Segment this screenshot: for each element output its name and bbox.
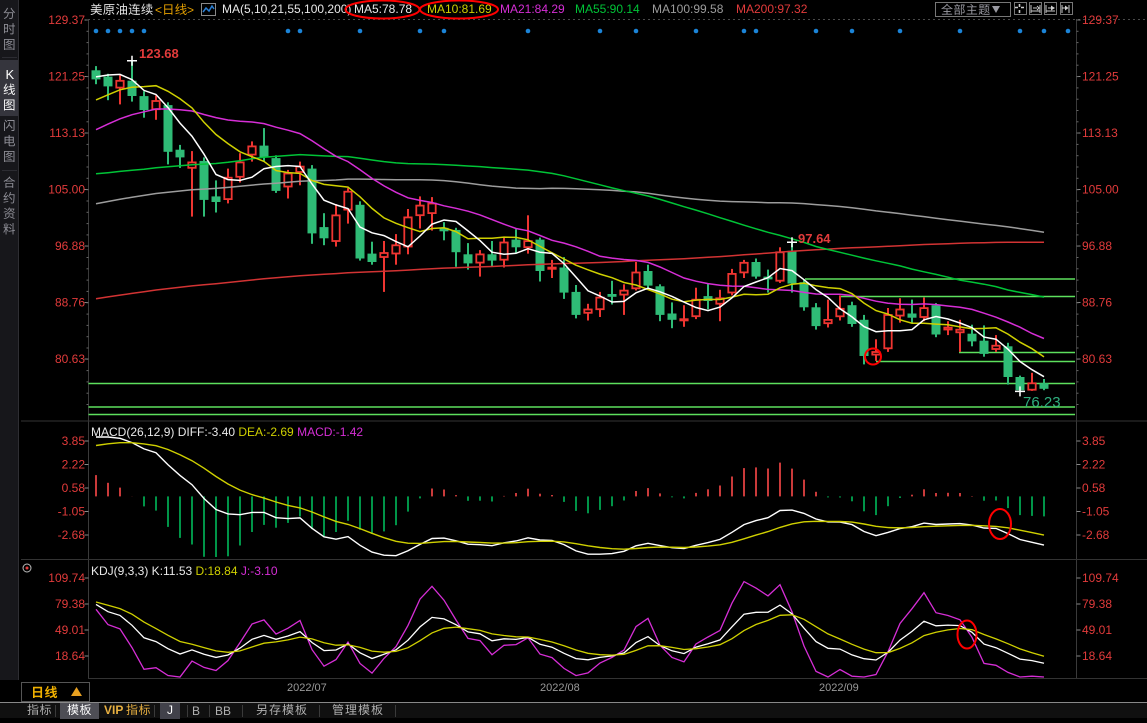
svg-text:129.37: 129.37 [48,13,85,27]
svg-text:-2.68: -2.68 [1082,528,1110,542]
svg-text:18.64: 18.64 [55,649,85,663]
svg-text:88.76: 88.76 [1082,296,1112,310]
svg-text:79.38: 79.38 [55,597,85,611]
svg-text:2.22: 2.22 [62,458,86,472]
svg-text:0.58: 0.58 [62,481,86,495]
svg-text:49.01: 49.01 [55,623,85,637]
svg-text:-2.68: -2.68 [58,528,86,542]
svg-text:-1.05: -1.05 [58,505,86,519]
svg-text:121.25: 121.25 [48,70,85,84]
svg-text:2022/07: 2022/07 [287,682,327,694]
svg-text:49.01: 49.01 [1082,623,1112,637]
svg-text:2.22: 2.22 [1082,458,1106,472]
svg-text:2022/09: 2022/09 [819,682,859,694]
svg-text:>: > [187,3,194,17]
svg-text:80.63: 80.63 [1082,352,1112,366]
svg-text:<: < [155,3,162,17]
svg-text:97.64: 97.64 [798,231,831,246]
svg-text:105.00: 105.00 [1082,183,1119,197]
svg-text:109.74: 109.74 [48,571,85,585]
svg-text:18.64: 18.64 [1082,649,1112,663]
svg-text:109.74: 109.74 [1082,571,1119,585]
svg-text:129.37: 129.37 [1082,13,1119,27]
svg-text:0.58: 0.58 [1082,481,1106,495]
svg-text:121.25: 121.25 [1082,70,1119,84]
svg-text:96.88: 96.88 [55,239,85,253]
svg-text:-1.05: -1.05 [1082,505,1110,519]
svg-text:113.13: 113.13 [49,126,85,140]
svg-text:3.85: 3.85 [62,434,86,448]
svg-text:80.63: 80.63 [55,352,85,366]
svg-text:123.68: 123.68 [139,46,179,61]
svg-text:76.23: 76.23 [1023,394,1061,411]
svg-text:K: K [6,67,15,82]
svg-text:3.85: 3.85 [1082,434,1106,448]
svg-text:79.38: 79.38 [1082,597,1112,611]
svg-text:88.76: 88.76 [55,296,85,310]
svg-text:2022/08: 2022/08 [540,682,580,694]
svg-text:VIP: VIP [104,703,123,717]
svg-text:96.88: 96.88 [1082,239,1112,253]
svg-text:105.00: 105.00 [48,183,85,197]
svg-text:113.13: 113.13 [1082,126,1118,140]
